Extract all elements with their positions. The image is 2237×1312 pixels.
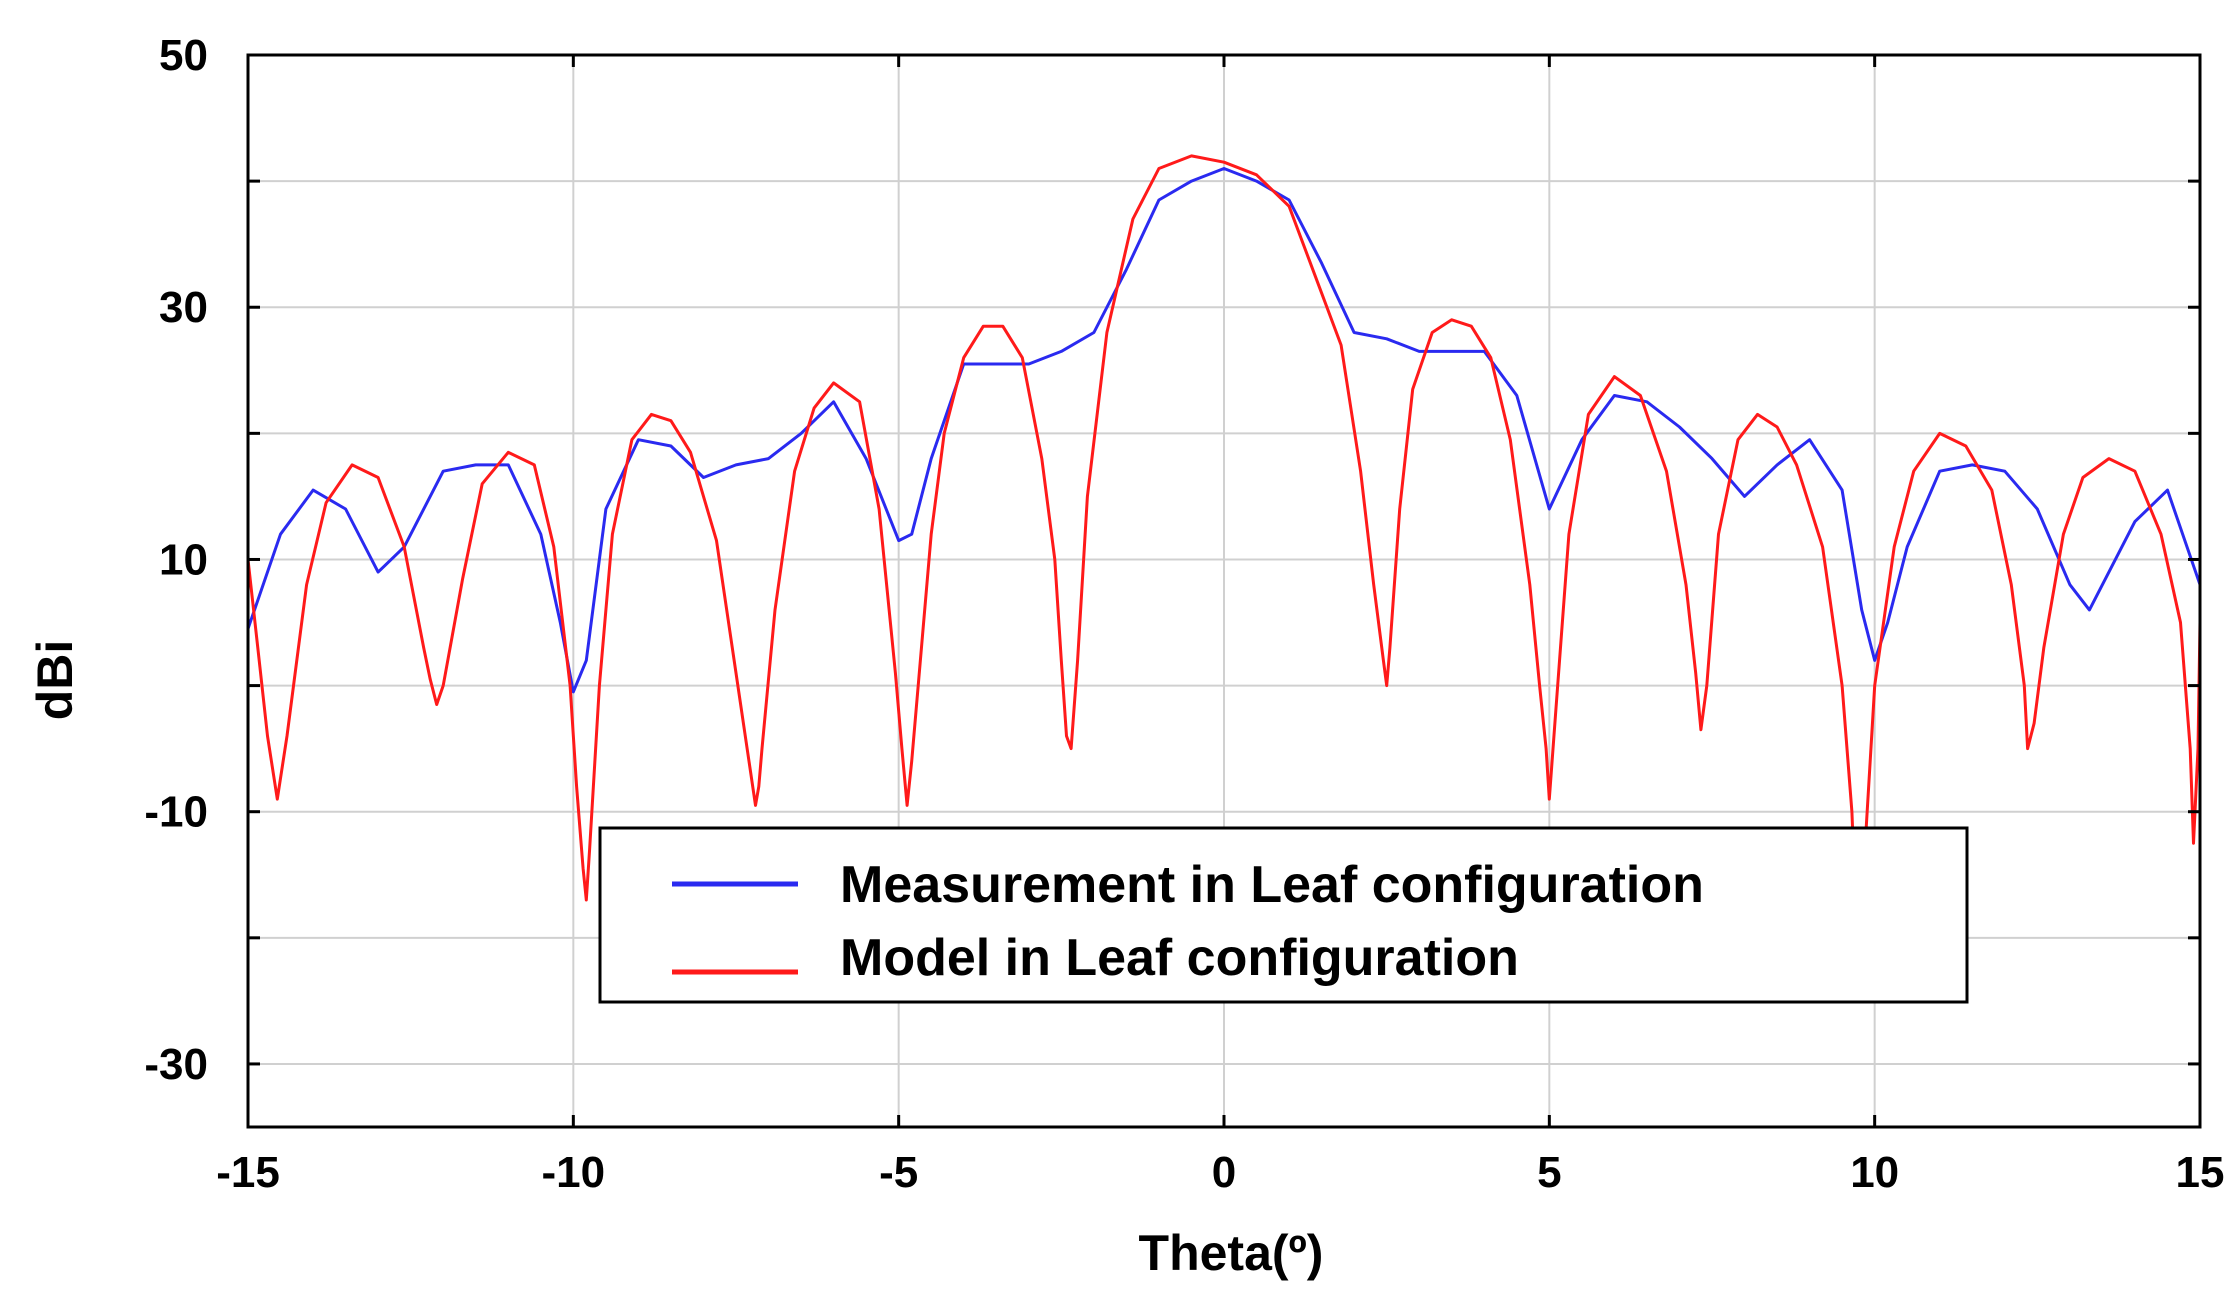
y-tick-label: -30 [144,1040,208,1089]
x-tick-label: 15 [2176,1148,2225,1197]
x-tick-label: 5 [1537,1148,1561,1197]
y-tick-label: 50 [159,31,208,80]
x-axis-title: Theta(º) [1139,1225,1324,1281]
x-tick-label: 10 [1850,1148,1899,1197]
y-tick-label: 10 [159,535,208,584]
y-tick-label: 30 [159,283,208,332]
y-axis-title: dBi [27,640,83,721]
legend-label-model: Model in Leaf configuration [840,929,1519,987]
x-tick-label: -10 [542,1148,606,1197]
legend-label-measurement: Measurement in Leaf configuration [840,856,1704,914]
measurement-series-line [246,167,2202,694]
legend-box [598,826,1969,1004]
y-tick-label: -10 [144,788,208,837]
tick-labels: -15 -10 -5 0 5 10 15 50 30 10 -10 -30 [144,31,2224,1197]
ticks [246,55,2202,1127]
x-tick-label: 0 [1212,1148,1236,1197]
legend: Measurement in Leaf configuration Model … [598,826,1969,1004]
x-tick-label: -15 [216,1148,280,1197]
x-tick-label: -5 [879,1148,918,1197]
